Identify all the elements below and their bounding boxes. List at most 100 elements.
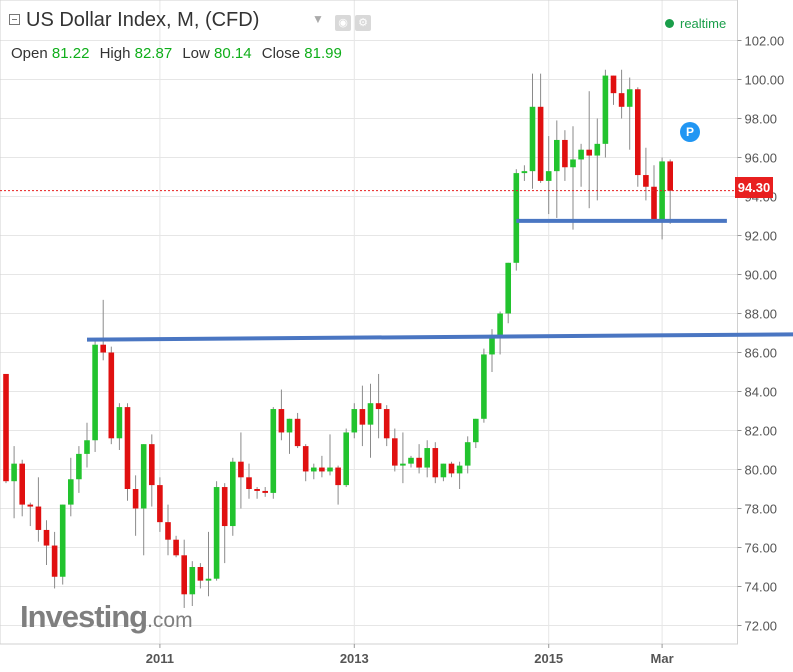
candle-body	[383, 409, 390, 439]
candle-down	[43, 520, 50, 566]
candle-body	[116, 407, 123, 439]
candle-body	[43, 529, 50, 546]
candle-body	[68, 479, 74, 505]
candle-down	[197, 563, 204, 589]
candle-up	[570, 126, 576, 230]
candle-up	[545, 136, 552, 215]
candle-body	[173, 539, 179, 556]
candle-up	[456, 461, 463, 489]
candle-body	[11, 463, 17, 482]
chevron-down-icon[interactable]: ▼	[312, 12, 324, 26]
candle-down	[27, 502, 34, 527]
candle-body	[464, 442, 471, 466]
y-tick-label: 100.00	[745, 73, 785, 88]
candle-up	[76, 446, 82, 493]
candle-up	[473, 418, 479, 449]
ohlc-legend: Open 81.22 High 82.87 Low 80.14 Close 81…	[11, 45, 348, 62]
instrument-title[interactable]: US Dollar Index, M, (CFD)	[26, 9, 260, 31]
candle-down	[643, 147, 649, 201]
trendline[interactable]	[86, 332, 793, 342]
y-tick-label: 78.00	[745, 502, 778, 517]
candle-down	[35, 477, 42, 542]
candle-down	[635, 87, 641, 187]
candle-body	[367, 403, 374, 425]
candle-down	[100, 299, 106, 361]
y-tick-label: 80.00	[745, 463, 778, 478]
candle-body	[618, 93, 625, 107]
gear-icon[interactable]: ⚙	[355, 15, 371, 31]
candle-body	[586, 149, 592, 156]
candle-up	[230, 457, 236, 536]
candle-body	[124, 407, 131, 489]
candle-up	[311, 463, 317, 480]
y-tick-label: 90.00	[745, 268, 778, 283]
candle-body	[497, 313, 503, 335]
candle-down	[278, 389, 285, 441]
candle-up	[116, 403, 123, 450]
y-tick-label: 74.00	[745, 580, 778, 595]
candle-down	[392, 428, 398, 472]
candle-up	[408, 455, 414, 468]
candle-body	[262, 490, 268, 493]
candle-up	[602, 69, 609, 158]
candle-up	[327, 434, 333, 476]
candle-body	[610, 75, 617, 94]
y-tick-label: 76.00	[745, 541, 778, 556]
candle-body	[489, 334, 495, 355]
candle-up	[343, 428, 349, 488]
candle-body	[521, 171, 528, 174]
candle-down	[294, 412, 301, 449]
plot-border	[0, 0, 738, 645]
collapse-icon[interactable]	[9, 14, 20, 25]
candle-body	[27, 504, 34, 507]
candle-up	[84, 422, 90, 468]
realtime-label: realtime	[680, 16, 727, 31]
eye-icon[interactable]: ◉	[335, 15, 351, 31]
candle-up	[505, 262, 511, 324]
candle-down	[302, 444, 309, 482]
candle-body	[278, 409, 285, 433]
candle-body	[286, 418, 293, 433]
candle-body	[181, 555, 187, 595]
candle-up	[578, 143, 584, 187]
candle-body	[375, 403, 382, 410]
high-label: High	[99, 45, 131, 62]
candle-up	[205, 531, 212, 597]
candle-up	[424, 440, 430, 478]
x-tick-label: 2015	[534, 651, 563, 666]
candle-up	[400, 432, 406, 484]
candle-body	[302, 446, 309, 472]
candle-up	[68, 457, 74, 517]
candle-down	[19, 459, 25, 517]
candle-body	[3, 373, 9, 482]
candle-body	[659, 161, 665, 220]
candle-body	[651, 186, 657, 220]
candle-body	[473, 418, 479, 443]
candle-body	[562, 139, 568, 168]
candle-body	[189, 567, 196, 595]
candle-body	[505, 262, 511, 314]
candle-down	[124, 403, 131, 501]
candle-body	[132, 489, 139, 509]
candle-body	[513, 173, 520, 263]
candle-body	[602, 75, 609, 144]
candle-up	[481, 348, 487, 423]
p-badge[interactable]: P	[680, 122, 700, 142]
y-tick-label: 96.00	[745, 151, 778, 166]
candle-up	[189, 561, 196, 606]
candle-down	[383, 405, 390, 447]
trendlines[interactable]	[86, 218, 793, 342]
candle-up	[59, 504, 66, 585]
candle-body	[205, 578, 212, 581]
candle-down	[262, 487, 268, 497]
candle-down	[562, 130, 568, 181]
candle-down	[246, 463, 252, 499]
candle-down	[319, 455, 325, 478]
candle-body	[392, 438, 398, 466]
candle-body	[327, 467, 333, 472]
candle-body	[270, 409, 277, 493]
candle-body	[140, 444, 147, 509]
candle-body	[545, 171, 552, 181]
candle-down	[221, 483, 228, 564]
